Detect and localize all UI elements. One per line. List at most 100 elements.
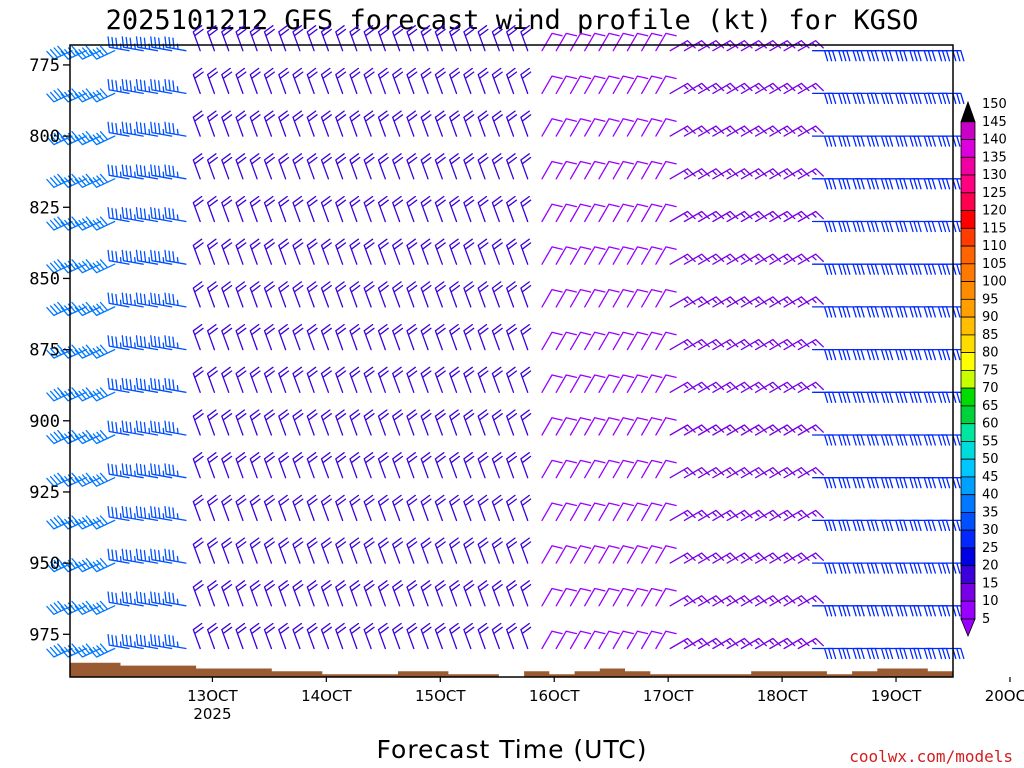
wind-barb	[278, 195, 290, 223]
wind-barb	[626, 630, 649, 650]
wind-barb	[150, 249, 173, 265]
wind-barb	[363, 238, 375, 265]
wind-barb	[712, 509, 739, 522]
wind-barb	[726, 381, 753, 393]
wind-barb	[150, 36, 173, 52]
wind-barb	[555, 288, 578, 308]
wind-barb	[434, 494, 446, 522]
wind-barb	[477, 110, 489, 137]
wind-barb	[555, 502, 578, 522]
wind-barb	[612, 331, 635, 351]
wind-barb	[598, 417, 620, 436]
colorbar-label: 70	[982, 381, 999, 396]
wind-barb	[783, 82, 810, 95]
wind-barb	[107, 292, 130, 308]
wind-barb	[712, 424, 739, 436]
wind-barb	[249, 281, 261, 308]
wind-barb	[797, 253, 824, 265]
wind-barb	[612, 459, 635, 479]
wind-barb	[121, 463, 144, 479]
wind-barb	[769, 338, 796, 351]
wind-barb	[263, 494, 275, 522]
wind-barb	[60, 429, 87, 445]
wind-barb	[463, 110, 475, 137]
wind-barb	[911, 519, 936, 532]
wind-barb	[655, 587, 677, 607]
wind-barb	[811, 220, 837, 233]
wind-barb	[150, 164, 173, 180]
wind-barb	[420, 580, 432, 607]
wind-barb	[150, 505, 173, 522]
wind-barb	[74, 600, 102, 615]
wind-barb	[392, 494, 404, 522]
wind-barb	[868, 391, 894, 403]
wind-barb	[811, 434, 837, 446]
wind-barb	[292, 25, 304, 52]
wind-barb	[697, 210, 725, 223]
wind-barb	[897, 220, 922, 233]
wind-barb	[598, 459, 620, 479]
wind-barb	[797, 637, 824, 650]
y-tick-label: 800	[29, 127, 60, 147]
wind-barb	[363, 281, 375, 308]
wind-barb	[868, 477, 894, 489]
wind-barb	[506, 25, 518, 52]
wind-barb	[783, 552, 810, 564]
wind-barb	[406, 323, 418, 351]
wind-barb	[797, 338, 824, 351]
wind-barb	[584, 331, 606, 351]
wind-barb	[60, 259, 87, 274]
wind-barb	[769, 296, 796, 308]
wind-barb	[826, 306, 851, 318]
wind-barb	[477, 494, 489, 522]
wind-barb	[655, 75, 677, 95]
wind-barb	[868, 647, 894, 660]
wind-barb	[406, 195, 418, 223]
wind-barb	[868, 605, 894, 617]
colorbar-label: 130	[982, 168, 1007, 183]
wind-barb	[235, 25, 247, 52]
wind-barb	[377, 25, 389, 52]
wind-barb	[164, 78, 187, 95]
colorbar-label: 45	[982, 470, 999, 485]
wind-barb	[897, 562, 922, 574]
wind-barb	[278, 622, 290, 650]
wind-barb	[406, 537, 418, 564]
wind-barb	[121, 164, 144, 180]
wind-barb	[449, 323, 461, 351]
wind-barb	[626, 160, 649, 180]
wind-barb	[491, 281, 503, 308]
wind-barb	[164, 335, 187, 351]
wind-barb	[406, 366, 418, 393]
wind-barb	[883, 306, 908, 318]
wind-barb	[221, 153, 233, 180]
wind-barb	[420, 537, 432, 564]
wind-barb	[754, 253, 782, 265]
wind-barb	[363, 67, 375, 95]
wind-barb	[278, 494, 290, 522]
wind-barb	[335, 195, 347, 223]
wind-barb	[769, 210, 796, 223]
wind-barb	[584, 502, 606, 522]
wind-barb	[612, 374, 635, 393]
wind-barb	[420, 323, 432, 351]
wind-barb	[683, 467, 710, 479]
colorbar-label: 115	[982, 221, 1007, 236]
wind-barb	[541, 75, 563, 95]
wind-barb	[541, 587, 563, 607]
wind-barb	[655, 203, 677, 223]
wind-barb	[911, 178, 936, 190]
wind-barb	[150, 78, 173, 95]
wind-barb	[249, 67, 261, 95]
colorbar-cell	[960, 369, 976, 389]
wind-barb	[911, 605, 936, 617]
wind-barb	[89, 429, 116, 445]
wind-barb	[769, 509, 796, 522]
wind-barb	[320, 195, 332, 223]
wind-barb	[655, 545, 677, 564]
wind-barb	[826, 477, 851, 489]
wind-barb	[449, 67, 461, 95]
wind-barb	[377, 537, 389, 564]
wind-barb	[206, 537, 218, 564]
wind-barb	[477, 153, 489, 180]
